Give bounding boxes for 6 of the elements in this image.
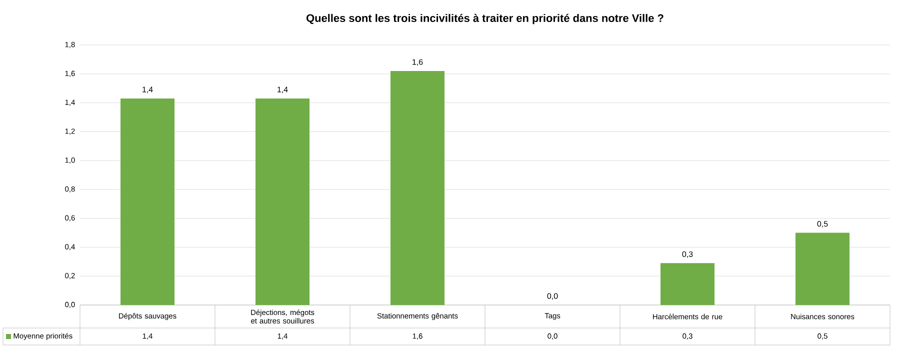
bar <box>256 98 310 305</box>
bar <box>660 263 715 305</box>
bar <box>390 70 445 305</box>
bar <box>796 232 850 305</box>
chart-title: Quelles sont les trois incivilités à traiter en priorité dans notre Ville ? <box>306 14 664 24</box>
bar <box>120 98 175 305</box>
